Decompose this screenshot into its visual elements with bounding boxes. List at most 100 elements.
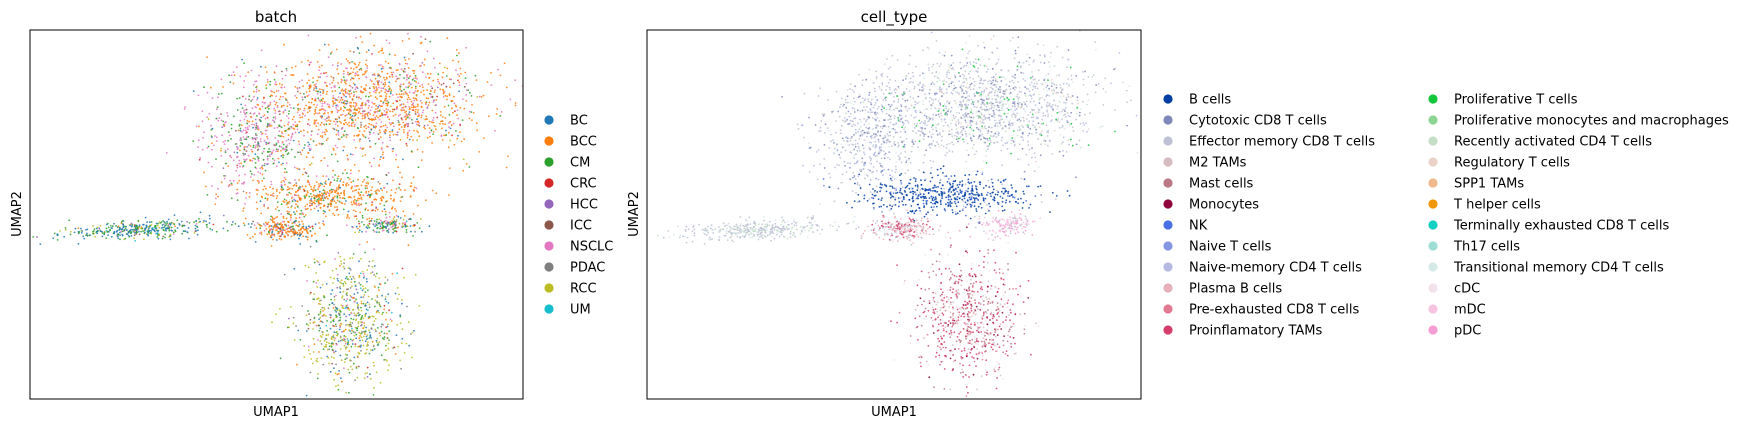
cell-type-legend-marker — [1428, 157, 1438, 167]
cell-type-legend-marker — [1163, 241, 1173, 251]
cell-type-legend-marker — [1163, 325, 1173, 335]
cell-type-legend-marker — [1428, 199, 1438, 209]
batch-y-axis-label: UMAP2 — [10, 191, 25, 237]
batch-legend-item-cm: CM — [544, 156, 590, 171]
cell-type-legend-marker — [1428, 94, 1438, 104]
cell-type-legend-item-mast-cells: Mast cells — [1163, 177, 1254, 192]
cell-type-legend-label: mDC — [1454, 303, 1486, 318]
cell-type-legend-marker — [1163, 283, 1173, 293]
cell-type-legend-item-spp1-tams: SPP1 TAMs — [1428, 177, 1524, 192]
batch-legend-marker — [544, 283, 554, 293]
cell-type-legend-item-m2-tams: M2 TAMs — [1163, 156, 1247, 171]
cell-type-legend-marker — [1428, 178, 1438, 188]
cell-type-legend-label: Proliferative monocytes and macrophages — [1454, 114, 1729, 129]
batch-legend: BC BCC CM CRC HCC ICC NSCLC PDAC RCC UM — [544, 114, 613, 318]
batch-scatter-points — [32, 30, 523, 399]
batch-legend-label: UM — [570, 303, 591, 318]
cell-type-legend-label: T helper cells — [1453, 198, 1541, 213]
batch-legend-item-hcc: HCC — [544, 198, 598, 213]
cell-type-legend-item-t-helper-cells: T helper cells — [1428, 198, 1541, 213]
cell-type-legend-label: Pre-exhausted CD8 T cells — [1189, 303, 1359, 318]
cell-type-legend-item-effector-memory-cd8-t-cells: Effector memory CD8 T cells — [1163, 135, 1375, 150]
cell-type-legend-label: NK — [1189, 219, 1208, 234]
cell-type-x-axis-label: UMAP1 — [871, 405, 917, 420]
cell-type-legend-label: Proinflamatory TAMs — [1189, 324, 1323, 339]
batch-legend-item-icc: ICC — [544, 219, 592, 234]
cell-type-legend-marker — [1163, 304, 1173, 314]
cell-type-legend-item-proliferative-monocytes-and-macrophages: Proliferative monocytes and macrophages — [1428, 114, 1729, 129]
cell-type-legend-label: Naive T cells — [1189, 240, 1272, 255]
cell-type-legend-label: Cytotoxic CD8 T cells — [1189, 114, 1327, 129]
cell-type-legend-marker — [1428, 304, 1438, 314]
cell-type-legend-marker — [1428, 283, 1438, 293]
cell-type-legend-item-plasma-b-cells: Plasma B cells — [1163, 282, 1282, 297]
cell-type-legend-item-terminally-exhausted-cd8-t-cells: Terminally exhausted CD8 T cells — [1428, 219, 1669, 234]
cell-type-y-axis-label: UMAP2 — [627, 191, 642, 237]
cell-type-legend-label: Th17 cells — [1453, 240, 1520, 255]
batch-legend-marker — [544, 262, 554, 272]
batch-legend-marker — [544, 115, 554, 125]
cell-type-legend-label: Regulatory T cells — [1454, 156, 1570, 171]
batch-plot-frame — [29, 29, 524, 400]
cell-type-legend-item-naive-t-cells: Naive T cells — [1163, 240, 1272, 255]
batch-legend-label: HCC — [570, 198, 598, 213]
batch-legend-marker — [544, 136, 554, 146]
cell-type-legend-item-regulatory-t-cells: Regulatory T cells — [1428, 156, 1570, 171]
cell-type-legend-item-recently-activated-cd4-t-cells: Recently activated CD4 T cells — [1428, 135, 1652, 150]
cell-type-legend-marker — [1163, 136, 1173, 146]
cell-type-plot-frame — [646, 29, 1142, 400]
cell-type-legend-label: Effector memory CD8 T cells — [1189, 135, 1375, 150]
batch-legend-marker — [544, 241, 554, 251]
cell-type-legend: B cells Cytotoxic CD8 T cells Effector mem… — [1163, 93, 1729, 339]
cell-type-legend-item-naive-memory-cd4-t-cells: Naive-memory CD4 T cells — [1163, 261, 1362, 276]
cell-type-legend-item-th17-cells: Th17 cells — [1428, 240, 1520, 255]
batch-title: batch — [255, 8, 297, 26]
batch-legend-item-rcc: RCC — [544, 282, 597, 297]
batch-legend-item-pdac: PDAC — [544, 261, 605, 276]
cell-type-legend-marker — [1163, 262, 1173, 272]
cell-type-legend-item-proinflamatory-tams: Proinflamatory TAMs — [1163, 324, 1323, 339]
batch-legend-item-um: UM — [544, 303, 591, 318]
cell-type-title: cell_type — [861, 8, 928, 27]
cell-type-legend-label: Naive-memory CD4 T cells — [1189, 261, 1362, 276]
batch-legend-label: RCC — [570, 282, 597, 297]
batch-x-axis-label: UMAP1 — [253, 405, 299, 420]
cell-type-legend-label: Plasma B cells — [1189, 282, 1282, 297]
cell-type-legend-marker — [1163, 220, 1173, 230]
cell-type-legend-item-proliferative-t-cells: Proliferative T cells — [1428, 93, 1578, 108]
cell-type-legend-label: Transitional memory CD4 T cells — [1453, 261, 1664, 276]
cell-type-legend-item-monocytes: Monocytes — [1163, 198, 1259, 213]
cell-type-legend-label: cDC — [1454, 282, 1480, 297]
cell-type-legend-marker — [1163, 199, 1173, 209]
cell-type-legend-marker — [1163, 115, 1173, 125]
cell-type-legend-label: Proliferative T cells — [1454, 93, 1578, 108]
cell-type-legend-item-mdc: mDC — [1428, 303, 1486, 318]
batch-legend-label: BC — [570, 114, 588, 129]
batch-legend-item-nsclc: NSCLC — [544, 240, 613, 255]
cell-type-legend-item-pdc: pDC — [1428, 324, 1481, 339]
batch-legend-label: PDAC — [570, 261, 605, 276]
batch-legend-label: CRC — [570, 177, 597, 192]
batch-legend-marker — [544, 220, 554, 230]
cell-type-legend-marker — [1163, 157, 1173, 167]
batch-legend-marker — [544, 304, 554, 314]
cell-type-legend-label: SPP1 TAMs — [1454, 177, 1524, 192]
cell-type-legend-marker — [1428, 220, 1438, 230]
cell-type-scatter-points — [657, 30, 1141, 397]
cell-type-legend-item-transitional-memory-cd4-t-cells: Transitional memory CD4 T cells — [1428, 261, 1664, 276]
batch-legend-marker — [544, 157, 554, 167]
cell-type-legend-marker — [1428, 325, 1438, 335]
cell-type-legend-marker — [1163, 178, 1173, 188]
batch-legend-item-bc: BC — [544, 114, 588, 129]
cell-type-legend-label: M2 TAMs — [1189, 156, 1247, 171]
batch-legend-label: NSCLC — [570, 240, 613, 255]
batch-legend-label: BCC — [570, 135, 597, 150]
batch-legend-marker — [544, 178, 554, 188]
batch-panel: batch UMAP1 UMAP2 BC BCC CM CRC HCC ICC NSCLC P… — [10, 8, 613, 420]
cell-type-legend-label: Terminally exhausted CD8 T cells — [1453, 219, 1669, 234]
cell-type-legend-label: pDC — [1454, 324, 1481, 339]
batch-legend-marker — [544, 199, 554, 209]
cell-type-legend-label: Recently activated CD4 T cells — [1454, 135, 1652, 150]
batch-legend-label: ICC — [570, 219, 592, 234]
